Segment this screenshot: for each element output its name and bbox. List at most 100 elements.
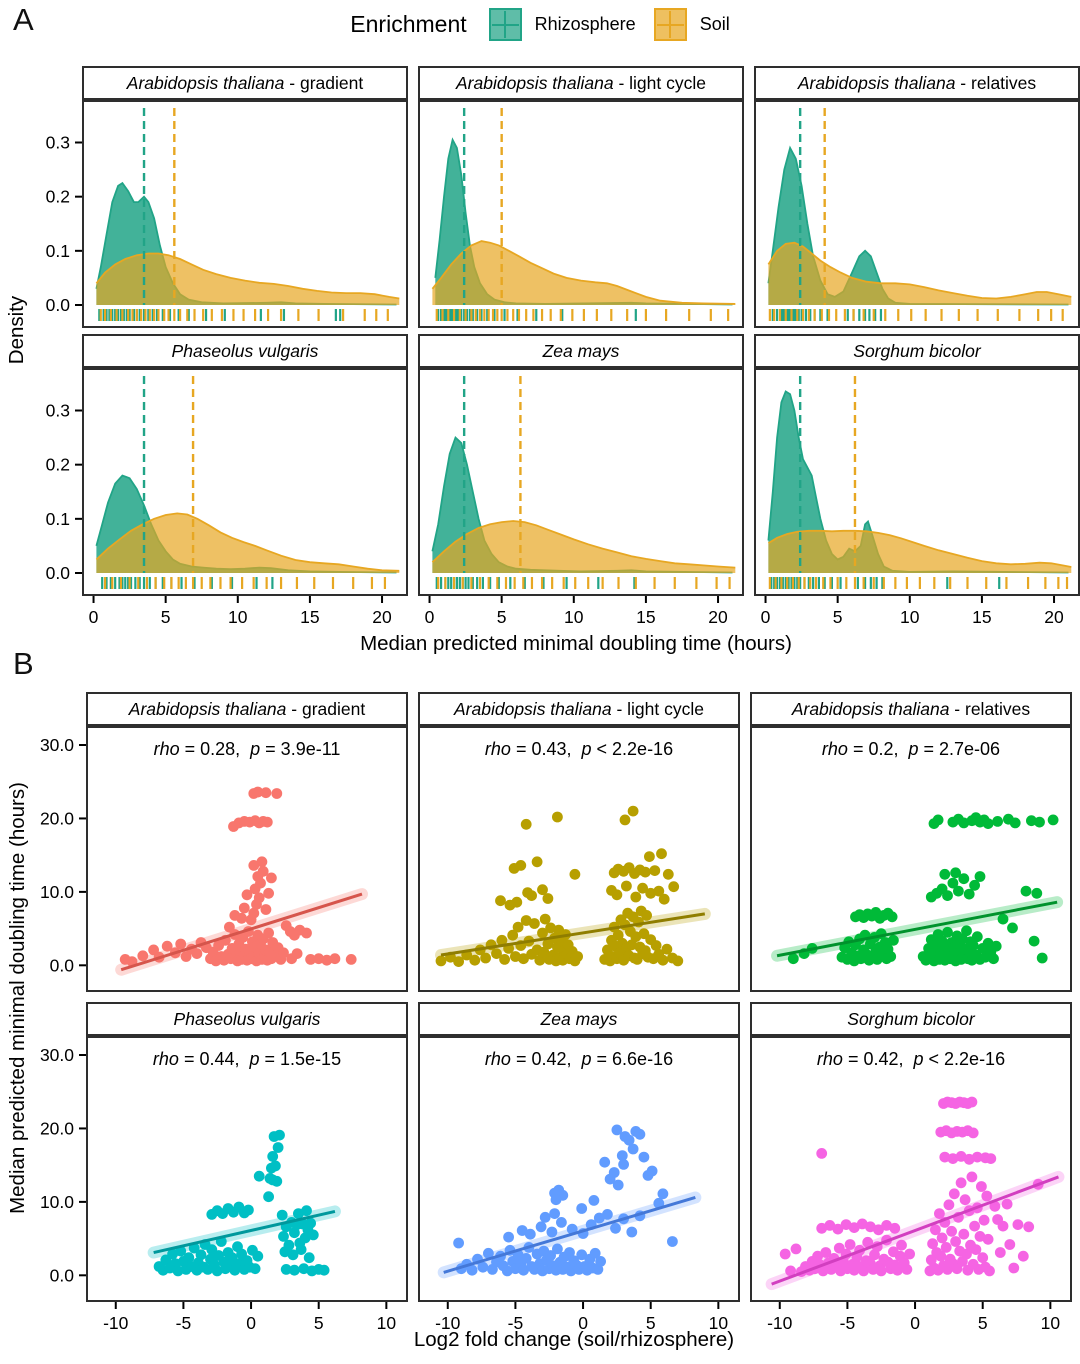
facet-title-rest: - relatives — [949, 698, 1031, 719]
scatter-chart-3: 0.0 10.0 20.0 30.0 -10 -5 0 5 10 — [40, 1036, 408, 1333]
x-tick-label: 10 — [377, 1313, 397, 1333]
y-tick-label: 0.2 — [46, 455, 70, 475]
y-tick-label: 10.0 — [40, 1192, 74, 1212]
y-tick-label: 0.3 — [46, 133, 70, 153]
scatter-points — [153, 1129, 330, 1277]
rhizosphere-rug — [98, 309, 342, 321]
soil-rug — [99, 309, 389, 321]
legend-item-soil: Soil — [653, 8, 730, 41]
scatter-facet-0: 0.0 10.0 20.0 30.0 rho = 0.28, p = 3.9e-11 — [40, 726, 408, 992]
y-tick-label: 0.1 — [46, 241, 70, 261]
facet-title-italic: Arabidopsis thaliana — [791, 698, 950, 719]
density-chart-5: 0 5 10 15 20 — [754, 368, 1080, 627]
density-chart-0: 0.0 0.1 0.2 0.3 — [46, 100, 408, 328]
facet-strip-a-0: Arabidopsis thaliana - gradient — [82, 66, 408, 100]
annotation-p-label: p — [913, 1049, 924, 1069]
rhizosphere-rug — [770, 577, 1001, 589]
density-chart-3: 0.0 0.1 0.2 0.3 0 5 10 15 20 — [46, 368, 408, 627]
rhizosphere-rug — [771, 309, 883, 321]
y-tick-label: 30.0 — [40, 735, 74, 755]
density-facet-4: 0 5 10 15 20 — [418, 368, 744, 627]
trend-line — [440, 912, 706, 957]
x-tick-label: -10 — [767, 1313, 793, 1333]
legend: Enrichment Rhizosphere Soil — [0, 8, 1080, 41]
facet-strip-b-5: Sorghum bicolor — [750, 1002, 1072, 1036]
annotation-rho-eq: = 0.42, — [842, 1049, 914, 1069]
panel-b-tag: B — [13, 646, 34, 681]
x-tick-label: 10 — [228, 607, 248, 627]
annotation-p-label: p — [249, 1049, 260, 1069]
annotation-p-eq: = 1.5e-15 — [259, 1049, 342, 1069]
annotation-p-label: p — [250, 739, 261, 759]
x-tick-label: 0 — [425, 607, 435, 627]
x-tick-label: 0 — [761, 607, 771, 627]
soil-rug — [768, 577, 1069, 589]
x-tick-label: 5 — [978, 1313, 988, 1333]
facet-strip-a-1: Arabidopsis thaliana - light cycle — [418, 66, 744, 100]
density-facet-5: 0 5 10 15 20 — [754, 368, 1080, 627]
panel-a-x-axis-title: Median predicted minimal doubling time (… — [360, 632, 792, 655]
y-tick-label: 20.0 — [40, 1118, 74, 1138]
facet-strip-b-1: Arabidopsis thaliana - light cycle — [418, 692, 740, 726]
facet-title-italic: Arabidopsis thaliana — [456, 72, 614, 93]
facet-title-italic: Arabidopsis thaliana — [454, 698, 612, 719]
soil-density-area — [432, 521, 736, 573]
x-tick-label: 0 — [246, 1313, 256, 1333]
panel-b-x-axis-title: Log2 fold change (soil/rhizosphere) — [413, 1328, 735, 1351]
x-tick-label: 15 — [636, 607, 655, 627]
scatter-facet-1: rho = 0.43, p < 2.2e-16 — [418, 726, 740, 992]
x-tick-label: -10 — [435, 1313, 461, 1333]
soil-rug — [435, 309, 730, 321]
scatter-facet-5: -10 -5 0 5 10 rho = 0.42, p < 2.2e-16 — [750, 1036, 1072, 1333]
correlation-annotation: rho = 0.2, p = 2.7e-06 — [750, 739, 1072, 760]
annotation-rho-eq: = 0.28, — [179, 739, 251, 759]
x-tick-label: -5 — [840, 1313, 856, 1333]
density-chart-1 — [418, 100, 744, 328]
soil-density-area — [432, 241, 736, 305]
annotation-p-label: p — [908, 739, 919, 759]
y-tick-label: 0.0 — [50, 955, 75, 975]
scatter-chart-4: -10 -5 0 5 10 — [418, 1036, 740, 1333]
annotation-p-eq: < 2.2e-16 — [591, 739, 674, 759]
y-tick-label: 20.0 — [40, 808, 74, 828]
y-tick-label: 0.0 — [50, 1265, 75, 1285]
soil-rug — [768, 309, 1064, 321]
x-tick-label: 5 — [497, 607, 507, 627]
facet-strip-b-4: Zea mays — [418, 1002, 740, 1036]
annotation-rho-eq: = 0.2, — [847, 739, 909, 759]
facet-title-italic: Arabidopsis thaliana — [797, 72, 956, 93]
x-tick-label: 20 — [1044, 607, 1064, 627]
x-tick-label: 0 — [910, 1313, 920, 1333]
facet-title-italic: Arabidopsis thaliana — [128, 698, 287, 719]
annotation-rho-label: rho — [821, 739, 848, 759]
correlation-annotation: rho = 0.42, p < 2.2e-16 — [750, 1049, 1072, 1070]
soil-density-area — [768, 242, 1072, 305]
y-tick-label: 0.0 — [46, 563, 71, 583]
soil-density-line — [431, 520, 736, 569]
facet-title-rest: - relatives — [955, 72, 1037, 93]
annotation-rho-label: rho — [153, 739, 180, 759]
facet-strip-a-4: Zea mays — [418, 334, 744, 368]
x-tick-label: 5 — [833, 607, 843, 627]
density-facet-2 — [754, 100, 1080, 328]
scatter-chart-2 — [750, 726, 1072, 992]
correlation-annotation: rho = 0.42, p = 6.6e-16 — [418, 1049, 740, 1070]
annotation-rho-eq: = 0.44, — [178, 1049, 250, 1069]
scatter-facet-2: rho = 0.2, p = 2.7e-06 — [750, 726, 1072, 992]
scatter-chart-0: 0.0 10.0 20.0 30.0 — [40, 726, 408, 992]
x-tick-label: 20 — [708, 607, 728, 627]
facet-title-rest: - gradient — [286, 698, 366, 719]
soil-density-line — [767, 241, 1072, 300]
legend-label-soil: Soil — [699, 14, 730, 34]
correlation-annotation: rho = 0.43, p < 2.2e-16 — [418, 739, 740, 760]
facet-title-italic: Phaseolus vulgaris — [173, 1008, 321, 1029]
x-tick-label: 15 — [300, 607, 319, 627]
x-tick-label: 10 — [900, 607, 920, 627]
panel-a-tag: A — [13, 2, 34, 37]
correlation-annotation: rho = 0.28, p = 3.9e-11 — [86, 739, 408, 760]
trend-line — [771, 1175, 1059, 1286]
y-tick-label: 0.1 — [46, 509, 70, 529]
trend-line — [120, 892, 363, 972]
annotation-rho-label: rho — [152, 1049, 179, 1069]
soil-density-line — [95, 512, 400, 572]
